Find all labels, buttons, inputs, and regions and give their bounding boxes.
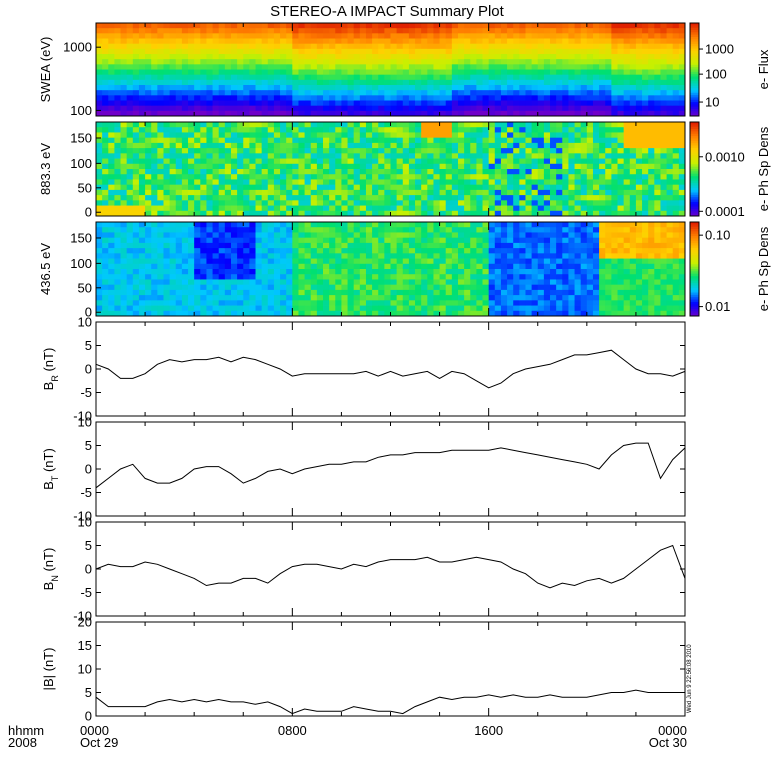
bn-series-line	[95, 544, 686, 589]
y-tick-label: 10	[78, 662, 92, 677]
pad436-spectrogram	[96, 222, 686, 317]
y-tick-label: 100	[70, 103, 92, 118]
panel-frame	[95, 221, 686, 317]
y-tick-label: 20	[78, 615, 92, 630]
y-tick-label: 0	[85, 562, 92, 577]
y-tick-label: 5	[85, 438, 92, 453]
y-tick-label: -5	[80, 385, 92, 400]
panel-frame	[95, 22, 686, 117]
y-tick-label: 0	[85, 305, 92, 320]
y-tick-label: 0	[85, 462, 92, 477]
y-tick-label: 5	[85, 338, 92, 353]
colorbar-tick-label: 100	[705, 67, 727, 82]
y-tick-label: -10	[73, 509, 92, 524]
y-tick-label: 10	[78, 415, 92, 430]
x-axis-label-line1: hhmm	[8, 723, 44, 738]
colorbar-tick-label: 0.10	[705, 228, 730, 243]
colorbar-tick-label: 0.0001	[705, 204, 745, 219]
bt-series-line	[95, 442, 686, 489]
y-tick-label: 5	[85, 685, 92, 700]
y-tick-label: -5	[80, 485, 92, 500]
bmag-series-line	[95, 689, 685, 715]
panel-frame	[95, 121, 686, 217]
colorbar-label: e- Ph Sp Dens	[756, 226, 771, 311]
y-tick-label: 150	[70, 230, 92, 245]
y-tick-label: 0	[85, 205, 92, 220]
y-tick-label: -10	[73, 609, 92, 624]
x-tick-label: 0000	[80, 723, 109, 738]
br-series-line	[95, 349, 686, 389]
y-tick-label: 50	[78, 280, 92, 295]
y-tick-label: 1000	[63, 40, 92, 55]
pad883-colorbar: 0.0010 0.0001 e- Ph Sp Dens	[689, 121, 771, 219]
panel-frame	[95, 321, 686, 417]
y-tick-label: -10	[73, 409, 92, 424]
pad883-spectrogram	[96, 122, 686, 217]
panel-pad436: 0.10 0.01 e- Ph Sp Dens 0 50 100 150 436.5 eV	[38, 221, 771, 320]
y-axis-label: 436.5 eV	[38, 243, 53, 295]
y-tick-label: 0	[85, 709, 92, 724]
y-tick-label: 100	[70, 256, 92, 271]
y-tick-label: 100	[70, 156, 92, 171]
panel-frame	[95, 421, 686, 517]
panel-frame	[95, 521, 686, 617]
y-tick-label: 15	[78, 638, 92, 653]
panel-swea: 1000 100 10 e- Flux 1000 100 SWEA (eV)	[38, 22, 771, 118]
colorbar-label: e- Flux	[756, 49, 771, 89]
pad436-colorbar: 0.10 0.01 e- Ph Sp Dens	[689, 221, 771, 317]
swea-spectrogram	[96, 23, 686, 117]
y-tick-label: 10	[78, 315, 92, 330]
colorbar-tick-label: 0.01	[705, 299, 730, 314]
x-tick-label: 1600	[474, 723, 503, 738]
panel-br: 10 5 0 -5 -10 BR (nT)	[41, 315, 686, 424]
x-tick-label: 0800	[278, 723, 307, 738]
figure-title: STEREO-A IMPACT Summary Plot	[270, 3, 504, 20]
colorbar-tick-label: 1000	[705, 42, 734, 57]
panel-bt: 10 5 0 -5 -10 BT (nT)	[41, 415, 686, 524]
y-tick-label: 150	[70, 130, 92, 145]
panel-bn: 10 5 0 -5 -10 BN (nT)	[41, 515, 686, 624]
panel-pad883: 0.0010 0.0001 e- Ph Sp Dens 0 50 100 150 883.3 …	[38, 121, 771, 220]
y-tick-label: -5	[80, 585, 92, 600]
x-tick-label: 0000	[658, 723, 687, 738]
y-axis-label: 883.3 eV	[38, 143, 53, 195]
x-axis-label-line2: 2008	[8, 735, 37, 750]
x-tick-date-label: Oct 29	[80, 735, 118, 750]
y-tick-label: 10	[78, 515, 92, 530]
colorbar-label: e- Ph Sp Dens	[756, 126, 771, 211]
panel-frame	[95, 621, 686, 717]
y-axis-label: BR (nT)	[41, 348, 60, 391]
y-tick-label: 50	[78, 180, 92, 195]
y-axis-label: BT (nT)	[41, 448, 60, 490]
y-tick-label: 0	[85, 362, 92, 377]
y-axis-label: BN (nT)	[41, 548, 60, 591]
colorbar-tick-label: 10	[705, 95, 719, 110]
panel-bmag: 20 15 10 5 0 |B| (nT)	[41, 615, 686, 724]
y-axis-label: |B| (nT)	[41, 648, 56, 691]
swea-colorbar: 1000 100 10 e- Flux	[689, 22, 771, 117]
generation-timestamp: Wed Jun 9 22:56:08 2010	[687, 644, 693, 713]
x-tick-date-label: Oct 30	[649, 735, 687, 750]
colorbar-tick-label: 0.0010	[705, 149, 745, 164]
y-axis-label: SWEA (eV)	[38, 37, 53, 103]
y-tick-label: 5	[85, 538, 92, 553]
